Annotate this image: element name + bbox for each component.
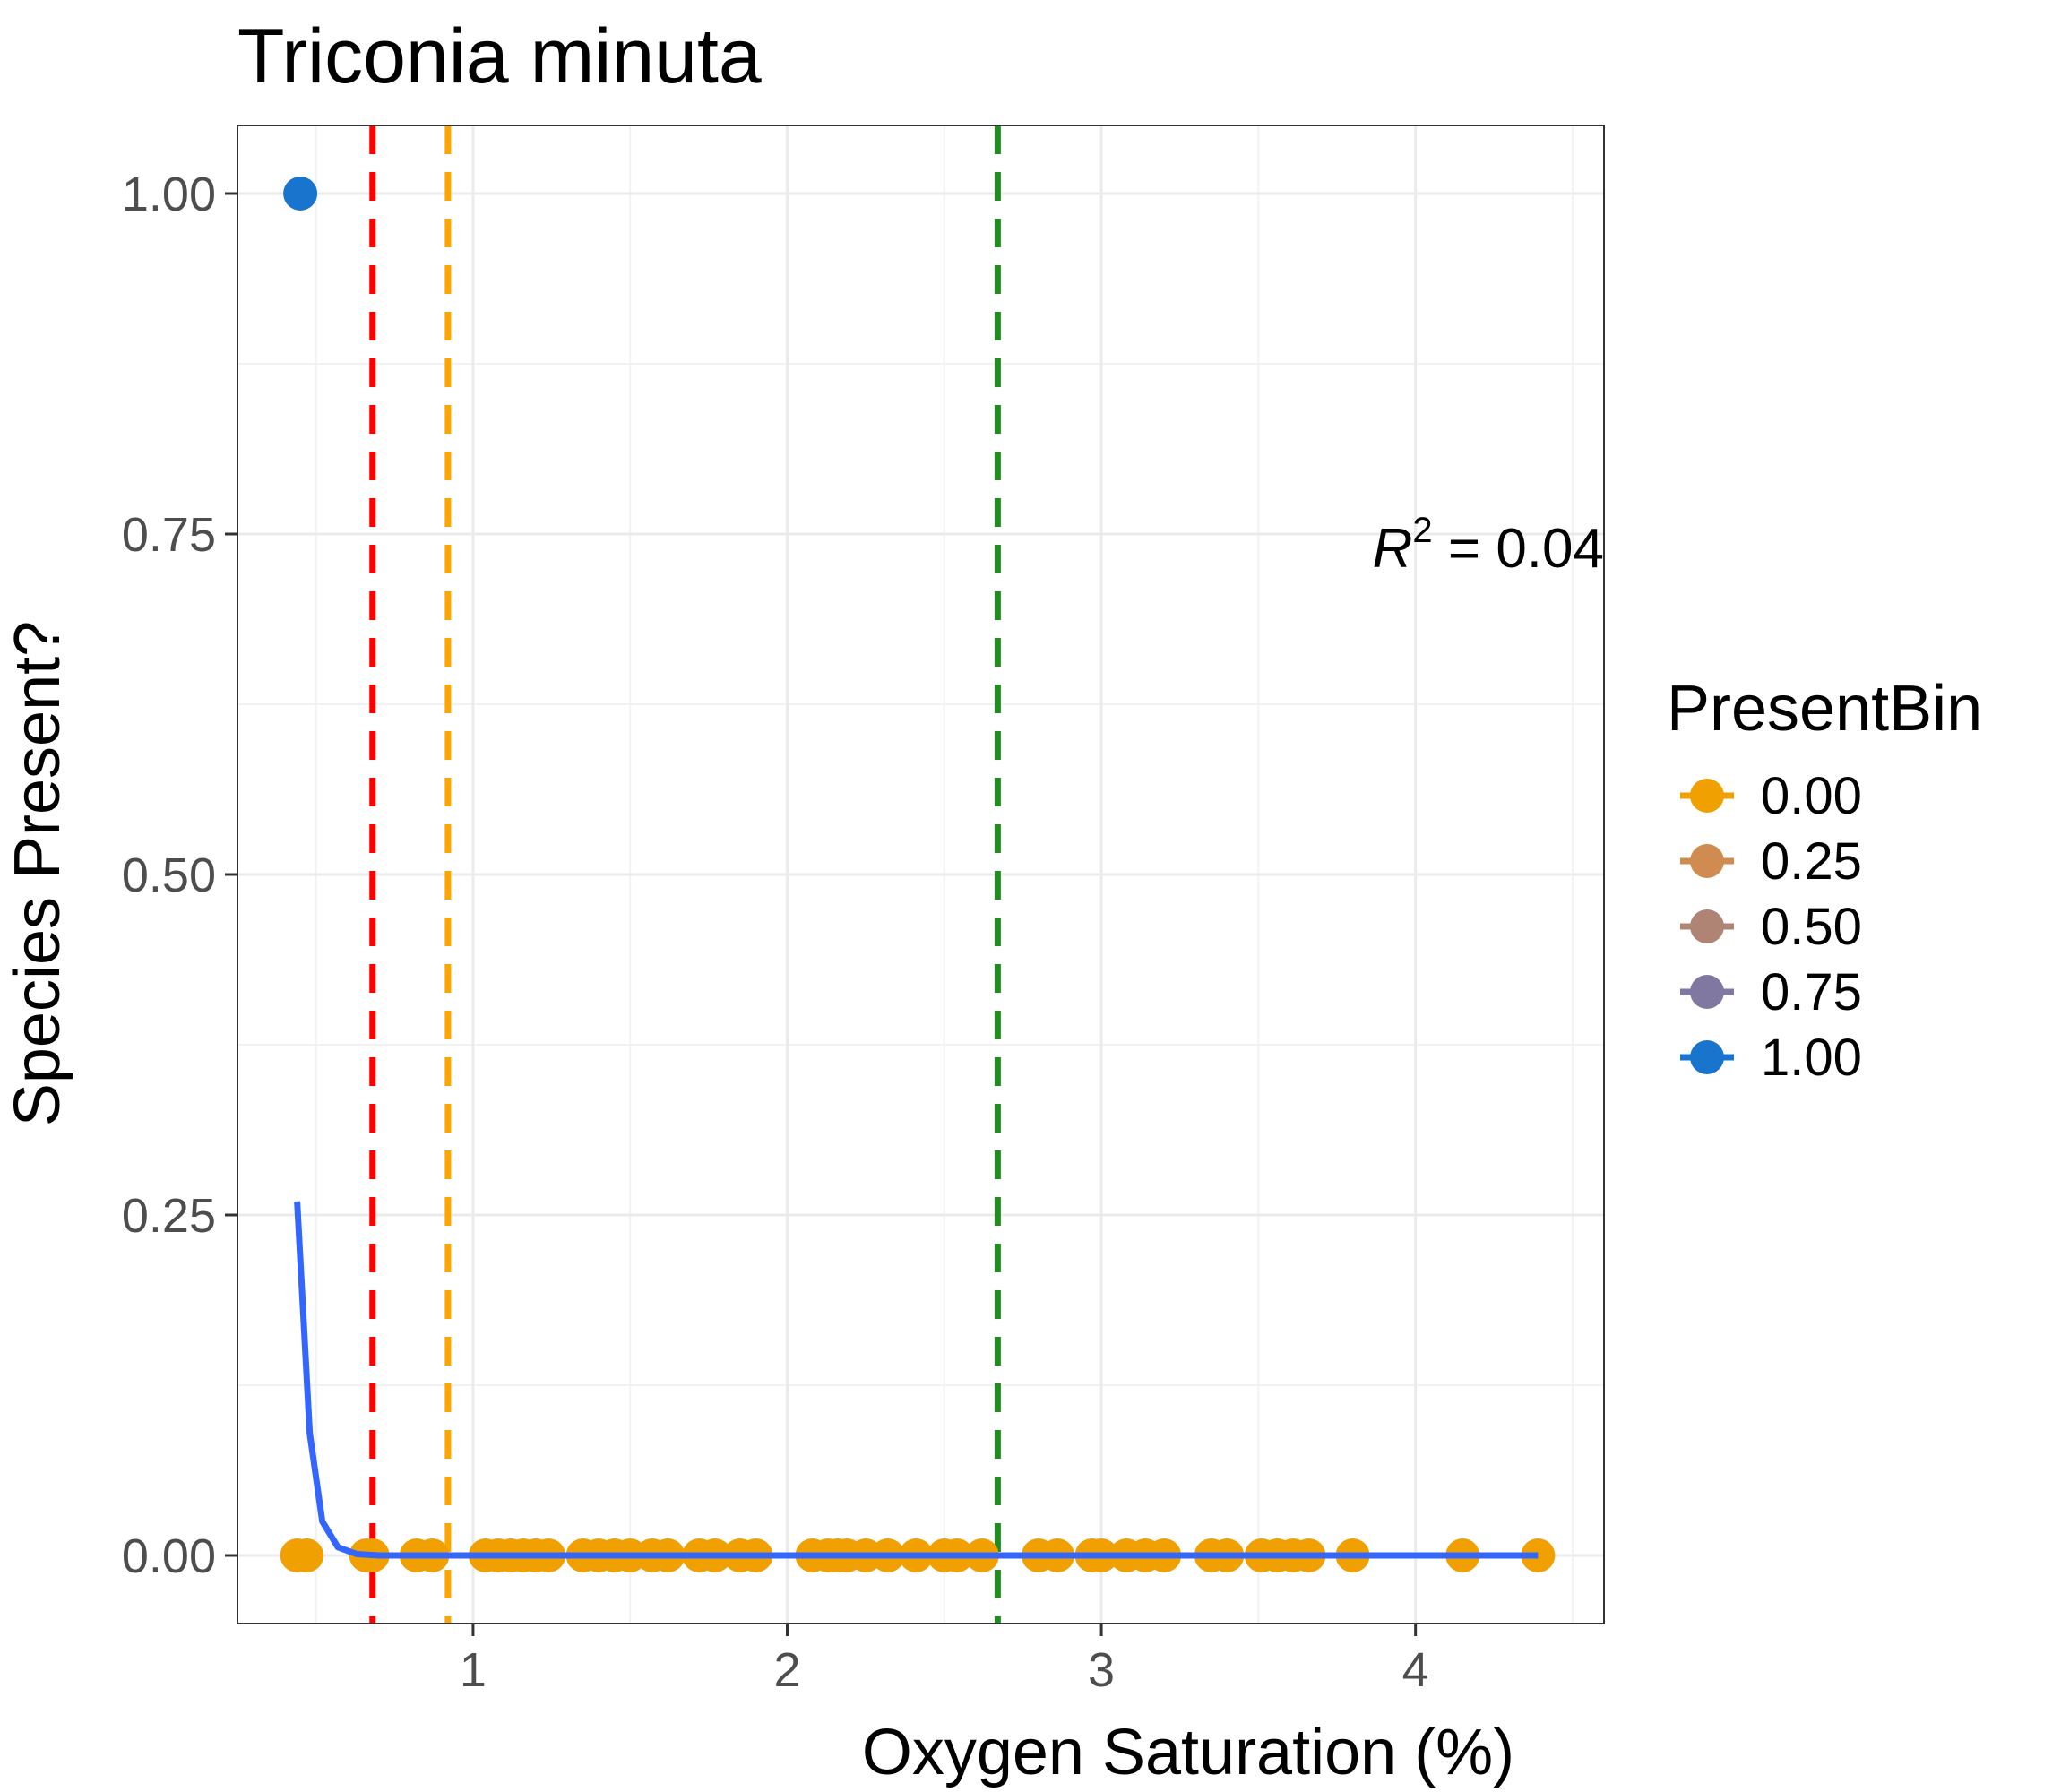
y-tick-label: 0.00 bbox=[122, 1529, 216, 1583]
legend: PresentBin 0.00 0.25 0.50 0.75 1.00 bbox=[1667, 673, 1982, 1087]
x-tick-label: 2 bbox=[773, 1643, 800, 1697]
legend-label-4: 0.75 bbox=[1761, 963, 1862, 1021]
y-tick-label: 0.50 bbox=[122, 849, 216, 902]
x-axis-title: Oxygen Saturation (%) bbox=[862, 1717, 1514, 1788]
y-tick-label: 1.00 bbox=[122, 168, 216, 221]
legend-key-point-1 bbox=[1690, 779, 1724, 813]
x-tick-label: 3 bbox=[1088, 1643, 1115, 1697]
y-tick-label: 0.25 bbox=[122, 1189, 216, 1243]
chart-title: Triconia minuta bbox=[237, 13, 762, 99]
y-axis-title: Species Present? bbox=[2, 621, 73, 1126]
x-tick-label: 1 bbox=[460, 1643, 487, 1697]
fit-line bbox=[294, 1201, 1539, 1559]
legend-key-point-2 bbox=[1690, 844, 1724, 878]
data-point-absent bbox=[289, 1538, 324, 1572]
x-tick-label: 4 bbox=[1402, 1643, 1429, 1697]
legend-key-point-5 bbox=[1690, 1040, 1724, 1074]
data-point-present bbox=[283, 177, 318, 211]
r-squared-base: R bbox=[1373, 518, 1413, 580]
legend-title: PresentBin bbox=[1667, 673, 1982, 745]
r-squared-superscript: 2 bbox=[1412, 511, 1432, 550]
y-tick-label: 0.75 bbox=[122, 508, 216, 562]
legend-label-1: 0.00 bbox=[1761, 767, 1862, 825]
legend-label-5: 1.00 bbox=[1761, 1029, 1862, 1087]
legend-label-3: 0.50 bbox=[1761, 898, 1862, 956]
legend-key-point-3 bbox=[1690, 909, 1724, 943]
r-squared-annotation: R2 = 0.04 bbox=[1373, 511, 1604, 580]
r-squared-value: = 0.04 bbox=[1433, 518, 1604, 580]
legend-key-point-4 bbox=[1690, 975, 1724, 1009]
legend-label-2: 0.25 bbox=[1761, 832, 1862, 891]
